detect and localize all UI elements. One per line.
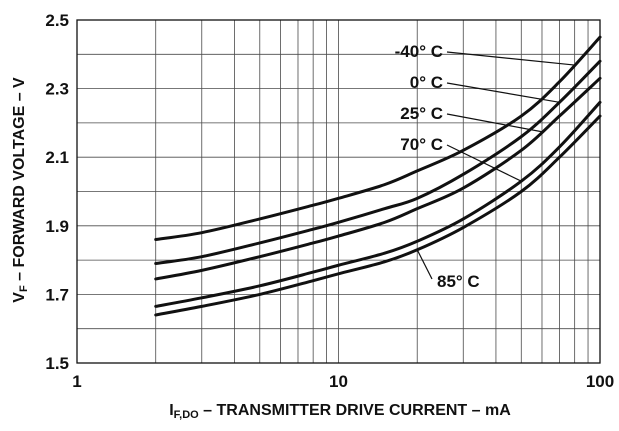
y-tick-label: 1.5: [45, 354, 69, 373]
series-line-4: [154, 114, 602, 317]
x-axis-title: IF,DO – TRANSMITTER DRIVE CURRENT – mA: [169, 402, 511, 421]
x-tick-label: 100: [586, 372, 614, 391]
y-tick-label: 2.1: [45, 148, 69, 167]
series-leader-3: [446, 144, 522, 182]
series-leader-0: [446, 51, 575, 66]
y-axis-title: VF – FORWARD VOLTAGE – V: [11, 77, 30, 303]
series-label-4: 85° C: [437, 272, 480, 291]
tick-labels: 1.5 1.7 1.9 2.1 2.3 2.5 1 10 100: [45, 11, 614, 391]
curves: [154, 35, 602, 317]
y-tick-label: 2.5: [45, 11, 69, 30]
y-tick-label: 1.9: [45, 217, 69, 236]
series-line-2: [154, 76, 602, 281]
series-leader-4: [416, 249, 433, 280]
y-tick-label: 1.7: [45, 285, 69, 304]
series-labels: -40° C 0° C 25° C 70° C 85° C: [395, 42, 575, 291]
series-leader-1: [446, 82, 560, 103]
series-label-3: 70° C: [400, 135, 443, 154]
series-line-1: [154, 59, 602, 266]
x-tick-label: 10: [329, 372, 348, 391]
series-label-2: 25° C: [400, 104, 443, 123]
series-label-0: -40° C: [395, 42, 443, 61]
series-line-0: [154, 35, 602, 242]
y-tick-label: 2.3: [45, 80, 69, 99]
series-label-1: 0° C: [410, 73, 443, 92]
plot-frame: [76, 19, 601, 364]
x-tick-label: 1: [72, 372, 81, 391]
series-leader-2: [446, 113, 543, 133]
series-line-3: [154, 100, 602, 308]
